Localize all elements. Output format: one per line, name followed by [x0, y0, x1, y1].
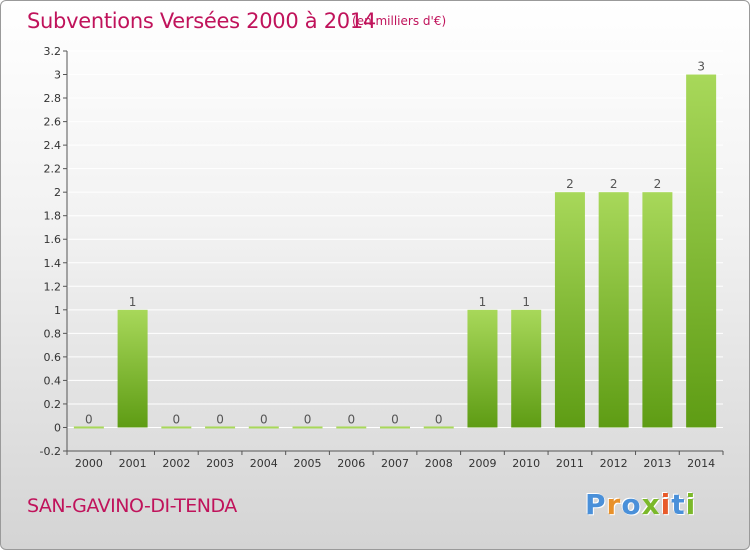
x-tick-label: 2010: [512, 457, 540, 470]
y-tick-label: 3.2: [44, 45, 62, 58]
y-tick-label: 0.4: [44, 374, 62, 387]
x-tick-label: 2012: [600, 457, 628, 470]
x-tick-label: 2004: [250, 457, 278, 470]
y-tick-label: 1.8: [44, 210, 62, 223]
logo-letter: i: [685, 488, 697, 521]
proxiti-logo[interactable]: Proxiti: [585, 488, 696, 521]
x-tick-label: 2003: [206, 457, 234, 470]
bar: [292, 426, 323, 429]
data-label: 0: [216, 412, 224, 426]
data-label: 0: [85, 412, 93, 426]
data-label: 0: [260, 412, 268, 426]
y-tick-label: 2.8: [44, 92, 62, 105]
data-label: 0: [173, 412, 181, 426]
data-labels: 0 1 0 0 0 0 0 0 0 1 1 2 2 2 3: [85, 60, 705, 427]
data-label: 0: [435, 412, 443, 426]
y-tick-label: 2.6: [44, 116, 62, 129]
chart-title: Subventions Versées 2000 à 2014: [27, 9, 376, 33]
y-tick-label: 2.2: [44, 163, 62, 176]
data-label: 0: [391, 412, 399, 426]
y-tick-label: 3: [54, 69, 61, 82]
bar: [467, 309, 498, 428]
bar: [336, 426, 367, 429]
x-tick-label: 2005: [294, 457, 322, 470]
y-tick-label: 1.4: [44, 257, 62, 270]
bar: [117, 309, 148, 428]
logo-letter: r: [606, 488, 622, 521]
y-tick-label: -0.2: [40, 445, 61, 458]
axes: -0.2 0 0.2 0.4 0.6 0.8 1 1.2 1.4 1.6 1.8 2 2.2 2.4 2.6…: [40, 45, 724, 470]
chart-unit: (en milliers d'€): [352, 14, 447, 28]
y-tick-label: 0: [54, 421, 61, 434]
bar: [73, 426, 104, 429]
logo-letter: t: [671, 488, 686, 521]
data-label: 2: [610, 177, 618, 191]
x-tick-label: 2002: [162, 457, 190, 470]
x-tick-label: 2006: [337, 457, 365, 470]
logo-letter: i: [660, 488, 672, 521]
bar: [423, 426, 454, 429]
data-label: 3: [697, 60, 705, 74]
bar: [598, 192, 629, 428]
logo-letter: o: [621, 488, 642, 521]
bar: [248, 426, 279, 429]
y-tick-label: 0.2: [44, 398, 62, 411]
bar: [161, 426, 192, 429]
data-label: 1: [479, 295, 487, 309]
data-label: 2: [566, 177, 574, 191]
x-tick-label: 2013: [643, 457, 671, 470]
x-tick-label: 2000: [75, 457, 103, 470]
y-tick-label: 1.6: [44, 233, 62, 246]
data-label: 2: [654, 177, 662, 191]
bar: [554, 192, 585, 428]
bar: [642, 192, 673, 428]
logo-letter: P: [585, 488, 607, 521]
y-tick-label: 1: [54, 304, 61, 317]
bars: [73, 74, 717, 429]
x-tick-label: 2001: [119, 457, 147, 470]
place-name: SAN-GAVINO-DI-TENDA: [27, 495, 237, 517]
y-tick-label: 0.6: [44, 351, 62, 364]
y-tick-label: 2.4: [44, 139, 62, 152]
data-label: 0: [347, 412, 355, 426]
y-tick-label: 0.8: [44, 327, 62, 340]
x-tick-label: 2011: [556, 457, 584, 470]
x-tick-label: 2008: [425, 457, 453, 470]
bar: [511, 309, 542, 428]
data-label: 1: [129, 295, 137, 309]
bar: [686, 74, 717, 428]
logo-letter: x: [641, 488, 661, 521]
bar: [380, 426, 410, 429]
data-label: 1: [522, 295, 530, 309]
x-tick-label: 2014: [687, 457, 715, 470]
bar: [205, 426, 236, 429]
y-tick-label: 1.2: [44, 280, 62, 293]
x-tick-label: 2007: [381, 457, 409, 470]
data-label: 0: [304, 412, 312, 426]
y-tick-label: 2: [54, 186, 61, 199]
x-tick-label: 2009: [468, 457, 496, 470]
